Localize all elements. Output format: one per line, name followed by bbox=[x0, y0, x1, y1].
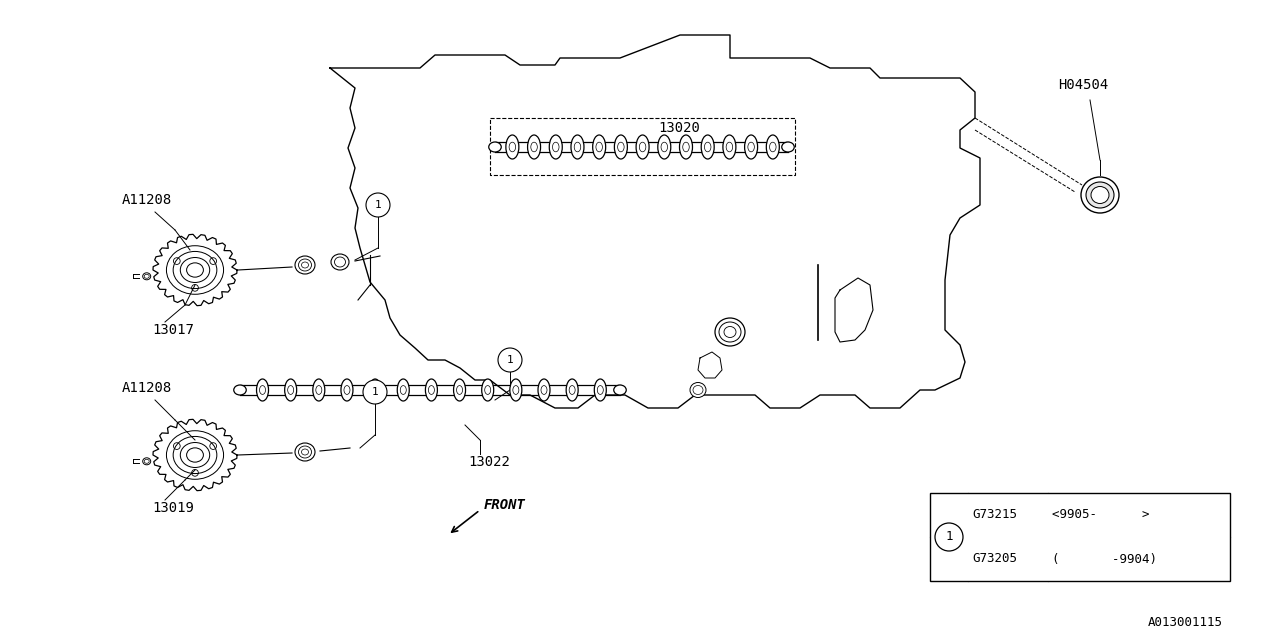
Ellipse shape bbox=[294, 256, 315, 274]
Text: 13019: 13019 bbox=[152, 501, 193, 515]
Text: FRONT: FRONT bbox=[484, 498, 526, 512]
Ellipse shape bbox=[701, 135, 714, 159]
Ellipse shape bbox=[1091, 186, 1108, 204]
Ellipse shape bbox=[284, 379, 297, 401]
Ellipse shape bbox=[332, 254, 349, 270]
Ellipse shape bbox=[527, 135, 540, 159]
Ellipse shape bbox=[658, 135, 671, 159]
Text: A11208: A11208 bbox=[122, 381, 173, 395]
Ellipse shape bbox=[340, 379, 353, 401]
Ellipse shape bbox=[453, 379, 466, 401]
Circle shape bbox=[498, 348, 522, 372]
Circle shape bbox=[934, 523, 963, 551]
Ellipse shape bbox=[425, 379, 438, 401]
Ellipse shape bbox=[312, 379, 325, 401]
Ellipse shape bbox=[636, 135, 649, 159]
Text: H04504: H04504 bbox=[1059, 78, 1108, 92]
Ellipse shape bbox=[594, 379, 607, 401]
Text: 13022: 13022 bbox=[468, 455, 509, 469]
Ellipse shape bbox=[509, 379, 522, 401]
Ellipse shape bbox=[1082, 177, 1119, 213]
Ellipse shape bbox=[614, 135, 627, 159]
Text: A11208: A11208 bbox=[122, 193, 173, 207]
Text: A013001115: A013001115 bbox=[1148, 616, 1222, 628]
Ellipse shape bbox=[142, 273, 151, 280]
Text: 1: 1 bbox=[945, 531, 952, 543]
Text: 1: 1 bbox=[375, 200, 381, 210]
Ellipse shape bbox=[234, 385, 246, 395]
Circle shape bbox=[366, 193, 390, 217]
Ellipse shape bbox=[723, 135, 736, 159]
Ellipse shape bbox=[256, 379, 269, 401]
Text: 13020: 13020 bbox=[658, 121, 700, 135]
Ellipse shape bbox=[397, 379, 410, 401]
Ellipse shape bbox=[571, 135, 584, 159]
Text: 1: 1 bbox=[371, 387, 379, 397]
Text: <9905-      >: <9905- > bbox=[1052, 509, 1149, 522]
Text: G73205: G73205 bbox=[972, 552, 1018, 566]
Text: 13017: 13017 bbox=[152, 323, 193, 337]
Ellipse shape bbox=[538, 379, 550, 401]
Ellipse shape bbox=[481, 379, 494, 401]
Ellipse shape bbox=[782, 142, 795, 152]
Bar bbox=[931, 493, 1230, 581]
Circle shape bbox=[364, 380, 387, 404]
Text: 1: 1 bbox=[507, 355, 513, 365]
Ellipse shape bbox=[506, 135, 518, 159]
Ellipse shape bbox=[716, 318, 745, 346]
Ellipse shape bbox=[566, 379, 579, 401]
Ellipse shape bbox=[680, 135, 692, 159]
Ellipse shape bbox=[294, 443, 315, 461]
Ellipse shape bbox=[690, 383, 707, 397]
Ellipse shape bbox=[1085, 182, 1114, 208]
Ellipse shape bbox=[613, 385, 626, 395]
Ellipse shape bbox=[489, 142, 502, 152]
Ellipse shape bbox=[745, 135, 758, 159]
Ellipse shape bbox=[593, 135, 605, 159]
Ellipse shape bbox=[767, 135, 780, 159]
Ellipse shape bbox=[549, 135, 562, 159]
Text: G73215: G73215 bbox=[972, 509, 1018, 522]
Text: (       -9904): ( -9904) bbox=[1052, 552, 1157, 566]
Ellipse shape bbox=[369, 379, 381, 401]
Ellipse shape bbox=[142, 458, 151, 465]
